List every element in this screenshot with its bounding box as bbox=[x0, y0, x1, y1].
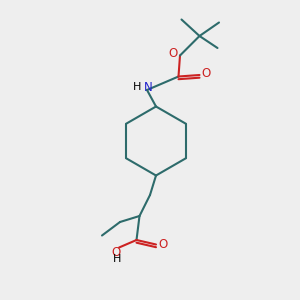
Text: O: O bbox=[158, 238, 167, 251]
Text: H: H bbox=[133, 82, 142, 92]
Text: O: O bbox=[112, 246, 121, 260]
Text: O: O bbox=[169, 46, 178, 60]
Text: H: H bbox=[112, 254, 121, 265]
Text: N: N bbox=[144, 80, 153, 94]
Text: O: O bbox=[202, 67, 211, 80]
